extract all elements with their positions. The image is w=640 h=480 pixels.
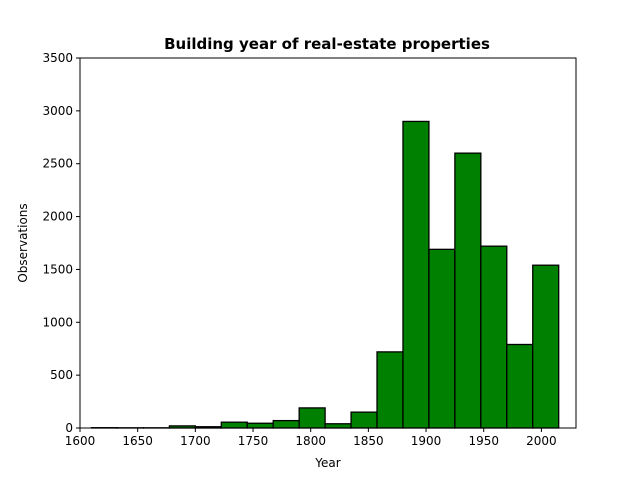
y-tick-label: 0 — [65, 421, 73, 435]
y-tick-label: 500 — [50, 368, 73, 382]
x-tick-label: 1850 — [353, 434, 384, 448]
y-tick-label: 3000 — [42, 104, 73, 118]
histogram-bar-16 — [506, 343, 534, 429]
y-tick-label: 2500 — [42, 157, 73, 171]
plot-frame — [79, 57, 577, 429]
chart-title: Building year of real-estate properties — [164, 35, 490, 53]
histogram-bar-9 — [324, 423, 352, 429]
y-tick-label: 3500 — [42, 51, 73, 65]
y-axis: 0 500 1000 1500 2000 2500 3000 3500 — [42, 51, 80, 435]
y-tick-label: 2000 — [42, 210, 73, 224]
bars-group — [90, 120, 560, 429]
histogram-bar-11 — [376, 351, 404, 429]
histogram-bar-13 — [428, 248, 456, 429]
x-tick-label: 1800 — [295, 434, 326, 448]
histogram-bar-12 — [402, 120, 430, 429]
histogram-bar-14 — [454, 152, 482, 429]
x-tick-label: 1950 — [468, 434, 499, 448]
x-tick-label: 1750 — [238, 434, 269, 448]
histogram-bar-8 — [298, 407, 326, 429]
x-tick-label: 2000 — [526, 434, 557, 448]
histogram-bar-17 — [532, 264, 560, 429]
histogram-bar-15 — [480, 245, 508, 429]
x-axis: 1600 1650 1700 1750 1800 1850 1900 1950 2000 — [65, 428, 557, 448]
x-tick-label: 1700 — [180, 434, 211, 448]
histogram-bar-10 — [350, 411, 378, 429]
histogram-bar-6 — [246, 422, 274, 429]
x-tick-label: 1600 — [65, 434, 96, 448]
x-axis-label: Year — [314, 456, 340, 470]
histogram-bar-7 — [272, 419, 300, 429]
x-tick-label: 1900 — [411, 434, 442, 448]
y-tick-label: 1500 — [42, 262, 73, 276]
x-tick-label: 1650 — [122, 434, 153, 448]
y-tick-label: 1000 — [42, 315, 73, 329]
histogram-bar-5 — [220, 421, 248, 429]
y-axis-label: Observations — [16, 203, 30, 282]
